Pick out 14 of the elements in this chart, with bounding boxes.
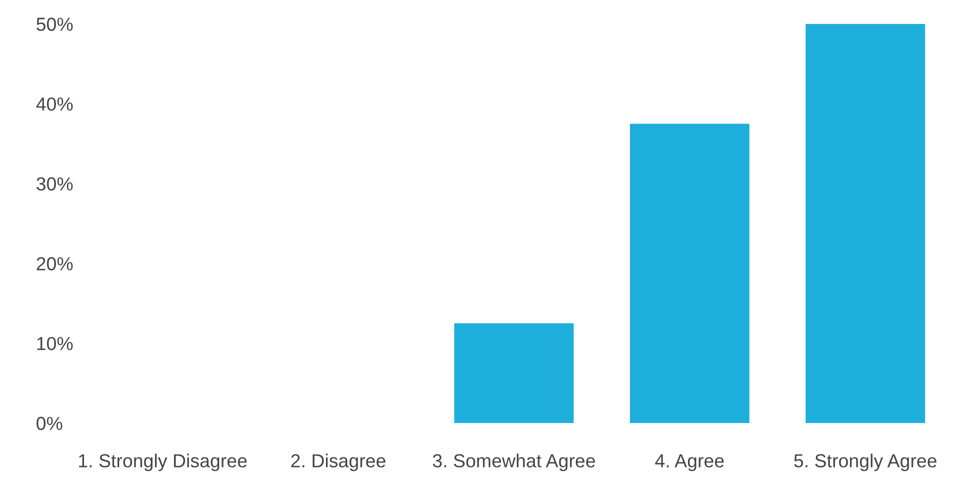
- bar: [454, 323, 574, 424]
- x-tick-label: 1. Strongly Disagree: [79, 454, 247, 472]
- y-tick-label: 20%: [36, 257, 73, 270]
- bar: [630, 124, 750, 424]
- y-tick-label: 40%: [36, 97, 73, 111]
- bar: [806, 24, 926, 424]
- x-tick-label: 3. Somewhat Agree: [432, 454, 595, 472]
- y-tick-label: 0%: [36, 416, 62, 430]
- y-tick-label: 50%: [36, 18, 73, 31]
- x-tick-label: 5. Strongly Agree: [794, 454, 936, 472]
- y-tick-label: 10%: [37, 336, 73, 350]
- x-tick-label: 4. Agree: [655, 454, 724, 472]
- x-tick-label: 2. Disagree: [291, 454, 386, 472]
- y-tick-label: 30%: [36, 177, 73, 191]
